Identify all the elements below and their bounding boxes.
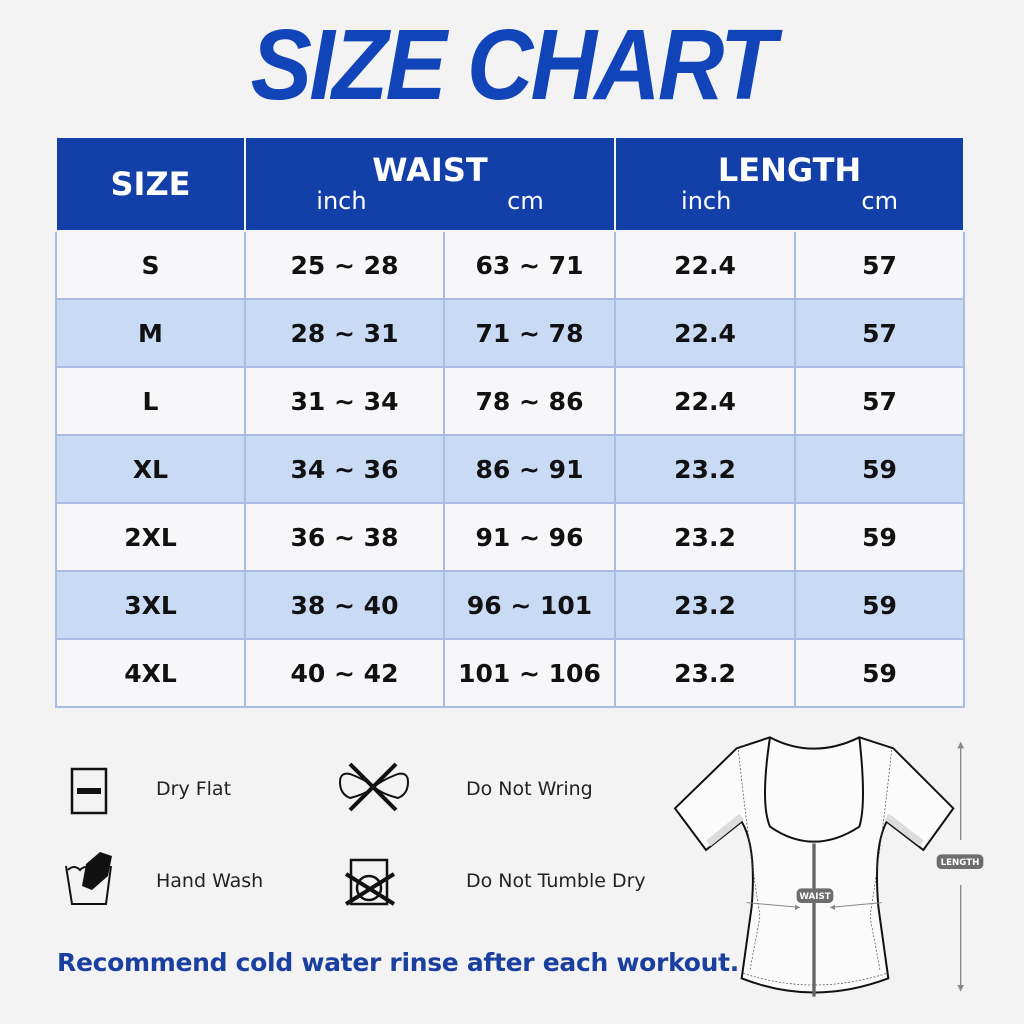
table-row: L 31 ~ 34 78 ~ 86 22.4 57 (55, 366, 965, 436)
hand-wash-label: Hand Wash (156, 870, 264, 892)
cell-waist-cm: 91 ~ 96 (443, 502, 616, 572)
cell-size: 2XL (55, 502, 246, 572)
cell-waist-in: 31 ~ 34 (244, 366, 445, 436)
care-note: Recommend cold water rinse after each wo… (57, 948, 739, 977)
waist-cm-label: cm (507, 187, 544, 215)
cell-waist-in: 36 ~ 38 (244, 502, 445, 572)
cell-size: S (55, 230, 246, 300)
cell-size: L (55, 366, 246, 436)
table-row: 2XL 36 ~ 38 91 ~ 96 23.2 59 (55, 502, 965, 572)
do-not-wring-label: Do Not Wring (466, 778, 593, 800)
waist-inch-label: inch (316, 187, 367, 215)
cell-length-cm: 57 (794, 366, 965, 436)
cell-length-in: 22.4 (614, 366, 796, 436)
garment-diagram: WAIST LENGTH (673, 736, 984, 997)
table-row: S 25 ~ 28 63 ~ 71 22.4 57 (55, 230, 965, 300)
cell-waist-cm: 63 ~ 71 (443, 230, 616, 300)
cell-waist-in: 40 ~ 42 (244, 638, 445, 708)
cell-waist-cm: 96 ~ 101 (443, 570, 616, 640)
cell-waist-cm: 86 ~ 91 (443, 434, 616, 504)
cell-length-cm: 59 (794, 638, 965, 708)
cell-waist-cm: 78 ~ 86 (443, 366, 616, 436)
cell-length-cm: 57 (794, 230, 965, 300)
header-waist: WAIST inch cm (244, 136, 616, 232)
header-length: LENGTH inch cm (614, 136, 965, 232)
cell-length-cm: 59 (794, 570, 965, 640)
page-title: SIZE CHART (250, 9, 777, 121)
cell-size: XL (55, 434, 246, 504)
dry-flat-label: Dry Flat (156, 778, 232, 800)
header-size: SIZE (55, 136, 246, 232)
cell-length-cm: 57 (794, 298, 965, 368)
cell-waist-cm: 101 ~ 106 (443, 638, 616, 708)
cell-length-cm: 59 (794, 502, 965, 572)
do-not-tumble-dry-icon (344, 858, 396, 906)
hand-wash-icon (65, 852, 112, 905)
cell-length-in: 23.2 (614, 434, 796, 504)
cell-waist-in: 25 ~ 28 (244, 230, 445, 300)
cell-length-in: 23.2 (614, 638, 796, 708)
table-row: M 28 ~ 31 71 ~ 78 22.4 57 (55, 298, 965, 368)
table-row: 4XL 40 ~ 42 101 ~ 106 23.2 59 (55, 638, 965, 708)
cell-length-in: 23.2 (614, 502, 796, 572)
cell-length-in: 23.2 (614, 570, 796, 640)
cell-size: 4XL (55, 638, 246, 708)
length-cm-label: cm (861, 187, 898, 215)
table-row: XL 34 ~ 36 86 ~ 91 23.2 59 (55, 434, 965, 504)
cell-size: 3XL (55, 570, 246, 640)
cell-waist-in: 38 ~ 40 (244, 570, 445, 640)
size-table: SIZE WAIST inch cm LENGTH inch cm S 25 ~ 28… (55, 136, 965, 708)
cell-length-cm: 59 (794, 434, 965, 504)
length-label: LENGTH (941, 858, 980, 868)
dry-flat-icon (70, 767, 108, 815)
cell-size: M (55, 298, 246, 368)
do-not-wring-icon (338, 762, 410, 812)
do-not-tumble-dry-label: Do Not Tumble Dry (466, 870, 646, 892)
length-inch-label: inch (681, 187, 732, 215)
waist-label: WAIST (799, 892, 830, 902)
cell-length-in: 22.4 (614, 298, 796, 368)
cell-waist-cm: 71 ~ 78 (443, 298, 616, 368)
cell-waist-in: 34 ~ 36 (244, 434, 445, 504)
cell-waist-in: 28 ~ 31 (244, 298, 445, 368)
table-row: 3XL 38 ~ 40 96 ~ 101 23.2 59 (55, 570, 965, 640)
cell-length-in: 22.4 (614, 230, 796, 300)
